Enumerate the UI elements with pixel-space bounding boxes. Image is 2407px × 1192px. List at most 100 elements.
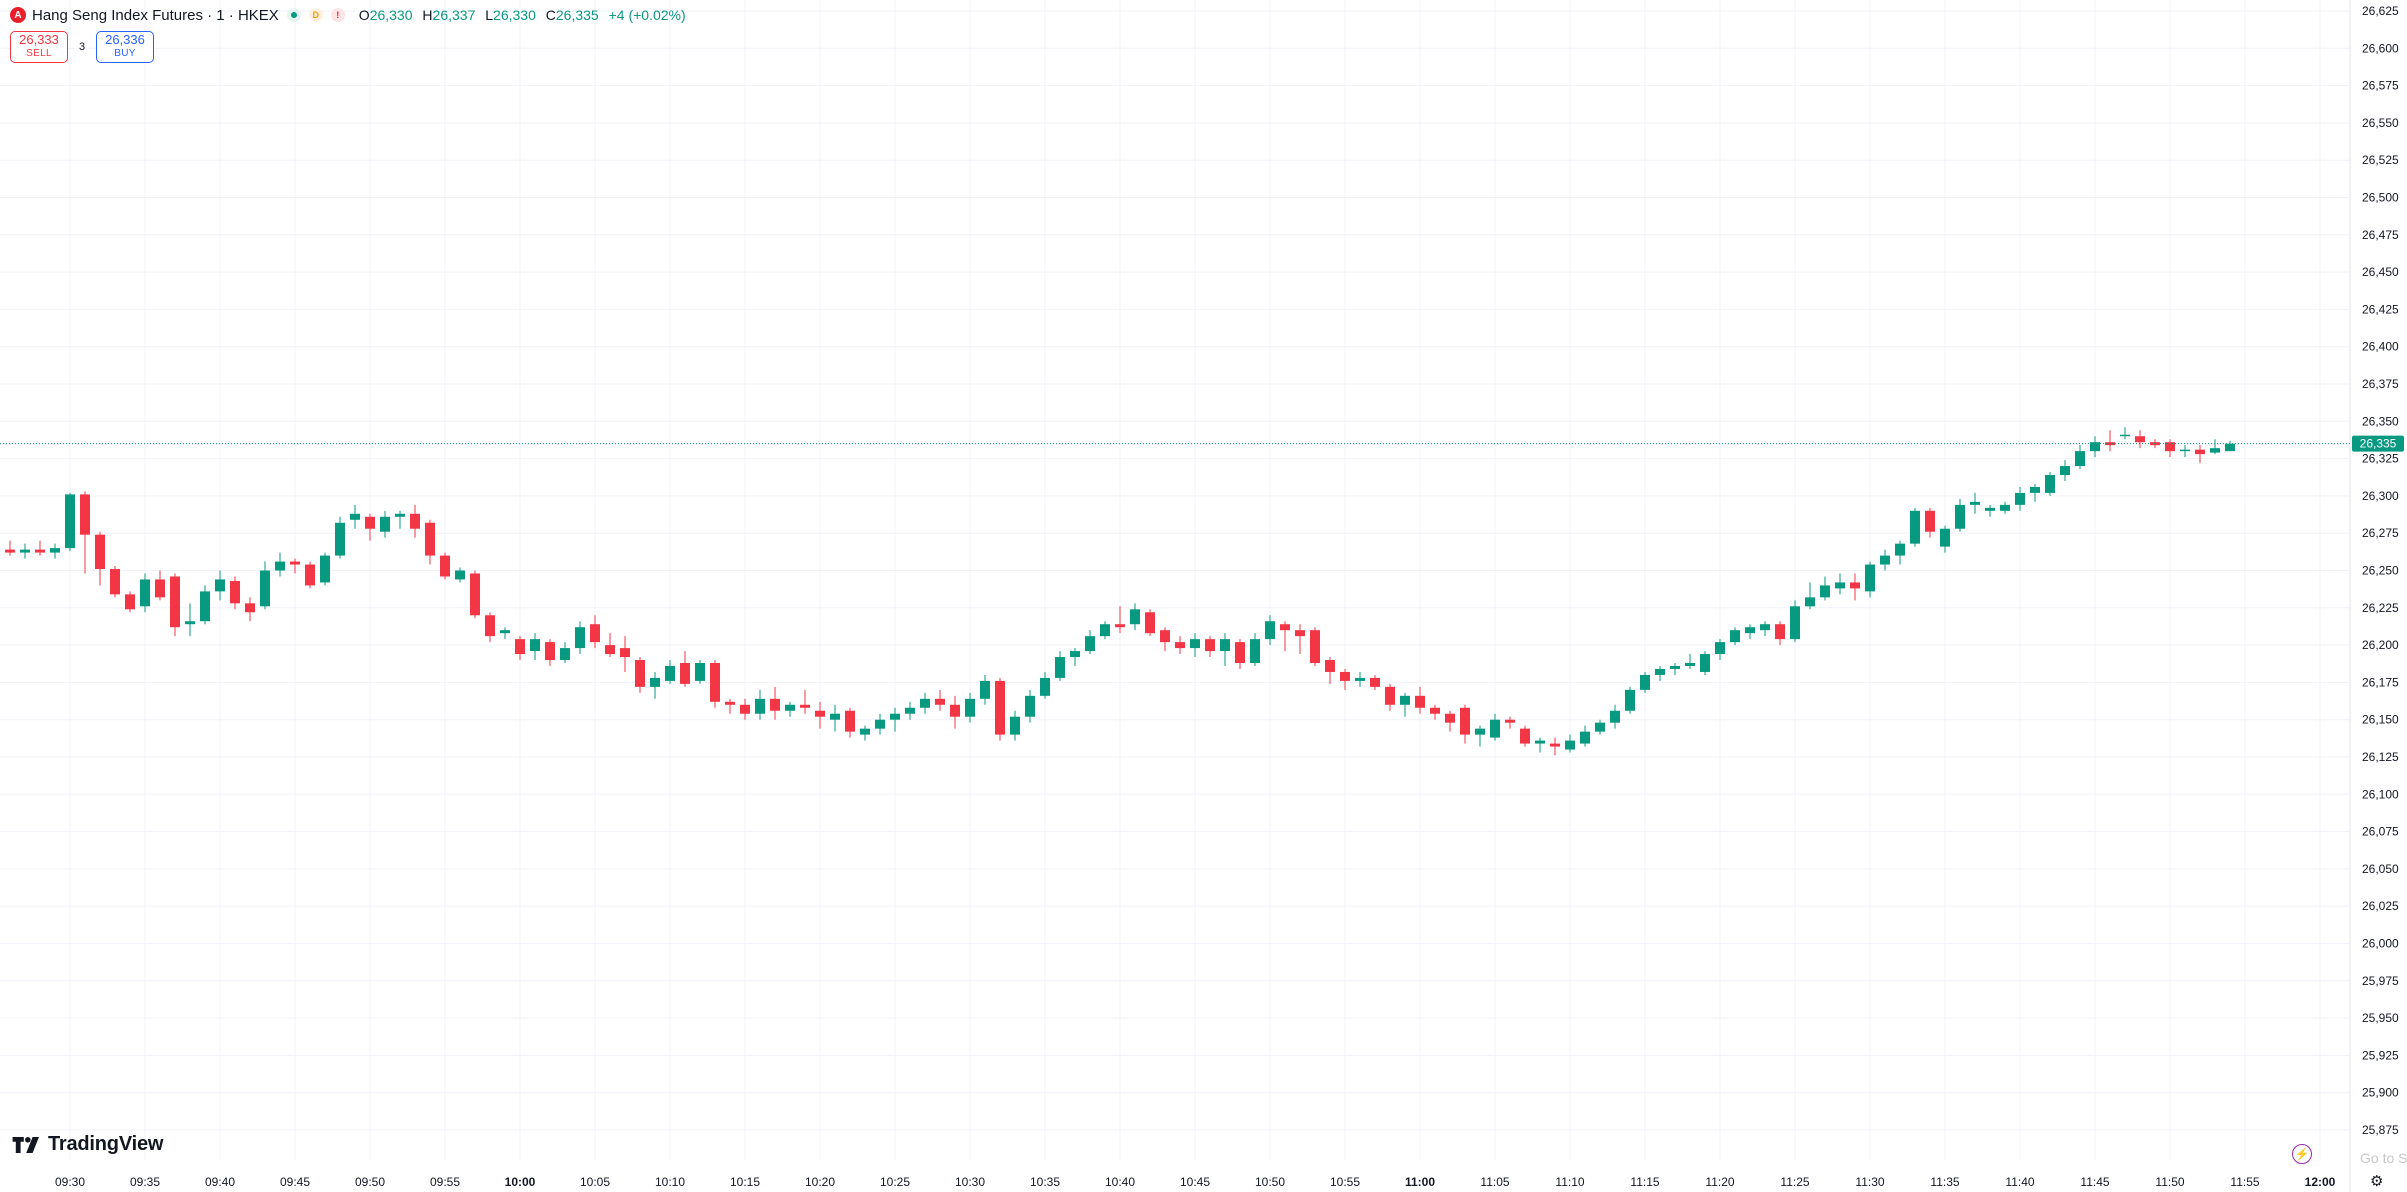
- time-tick-label: 09:35: [130, 1175, 160, 1189]
- time-tick-label: 10:40: [1105, 1175, 1135, 1189]
- candle-body: [1700, 654, 1710, 672]
- candle: [935, 689, 945, 711]
- candle-body: [380, 516, 390, 532]
- candle-body: [785, 704, 795, 711]
- candle-body: [2015, 492, 2025, 505]
- delayed-data-icon[interactable]: D: [308, 8, 323, 22]
- candle: [365, 513, 375, 541]
- price-tick-label: 26,475: [2362, 228, 2399, 242]
- candle: [2135, 430, 2145, 449]
- candle-body: [1940, 528, 1950, 547]
- candle-body: [1955, 504, 1965, 529]
- sell-button[interactable]: 26,333 SELL: [10, 31, 68, 63]
- candle-body: [845, 710, 855, 732]
- candle: [1400, 692, 1410, 717]
- candle-body: [1175, 642, 1185, 649]
- candle: [1145, 609, 1155, 637]
- candle-body: [1340, 671, 1350, 681]
- candle: [155, 570, 165, 601]
- candle-body: [35, 549, 45, 553]
- candle: [1160, 627, 1170, 652]
- price-tick-label: 26,250: [2362, 564, 2399, 578]
- candle: [515, 636, 525, 661]
- candle: [545, 639, 555, 666]
- candle-body: [905, 707, 915, 714]
- candle: [830, 704, 840, 732]
- candle-body: [1835, 582, 1845, 589]
- candle: [485, 612, 495, 643]
- candle: [2075, 445, 2085, 470]
- candle: [215, 570, 225, 601]
- symbol-title[interactable]: Hang Seng Index Futures · 1 · HKEX: [32, 6, 279, 24]
- candle-body: [2120, 434, 2130, 437]
- time-tick-label: 09:50: [355, 1175, 385, 1189]
- lightning-icon[interactable]: ⚡: [2292, 1144, 2312, 1164]
- time-tick-label: 09:55: [430, 1175, 460, 1189]
- candle: [2000, 501, 2010, 514]
- price-axis[interactable]: 26,625 26,600 26,575 26,550 26,525 26,500 26,4…: [2362, 4, 2399, 1137]
- gear-icon[interactable]: ⚙: [2370, 1173, 2384, 1190]
- market-open-icon[interactable]: [286, 8, 301, 22]
- candle: [260, 561, 270, 610]
- time-tick-label: 11:30: [1855, 1175, 1884, 1189]
- buy-button[interactable]: 26,336 BUY: [96, 31, 154, 63]
- candle: [2060, 460, 2070, 481]
- close-value: 26,335: [555, 7, 599, 23]
- time-tick-label: 12:00: [2305, 1175, 2336, 1189]
- candle: [2225, 440, 2235, 452]
- candle: [2180, 445, 2190, 458]
- candle-body: [125, 594, 135, 610]
- candle-body: [1475, 728, 1485, 735]
- candle-body: [725, 701, 735, 705]
- exchange-badge: A: [10, 7, 26, 23]
- candle: [1715, 639, 1725, 661]
- candle-body: [1265, 621, 1275, 640]
- go-to-link[interactable]: Go to S: [2360, 1150, 2407, 1166]
- candle: [1550, 737, 1560, 756]
- candle: [680, 651, 690, 687]
- candle-body: [620, 648, 630, 658]
- candle: [1325, 657, 1335, 684]
- tradingview-logo[interactable]: TradingView: [12, 1133, 163, 1156]
- price-tick-label: 26,375: [2362, 377, 2399, 391]
- candle-body: [320, 555, 330, 583]
- candle: [1640, 671, 1650, 693]
- time-axis[interactable]: 09:30 09:35 09:40 09:45 09:50 09:55 10:00 10:05…: [55, 1175, 2336, 1189]
- candle: [845, 707, 855, 738]
- candle: [50, 543, 60, 559]
- warning-icon[interactable]: !: [330, 8, 345, 22]
- time-tick-label: 10:30: [955, 1175, 985, 1189]
- time-tick-label: 11:05: [1480, 1175, 1509, 1189]
- candle: [1880, 549, 1890, 571]
- candle: [5, 540, 15, 556]
- candle: [800, 689, 810, 714]
- candle-body: [1880, 555, 1890, 565]
- candle: [1775, 621, 1785, 646]
- last-price-tag: [2352, 435, 2404, 452]
- candle: [1985, 504, 1995, 517]
- candle-body: [395, 513, 405, 517]
- candle: [1865, 561, 1875, 598]
- candle: [1970, 492, 1980, 514]
- price-tick-label: 25,950: [2362, 1011, 2399, 1025]
- candle-body: [1775, 624, 1785, 640]
- candle: [440, 552, 450, 580]
- price-tick-label: 26,025: [2362, 899, 2399, 913]
- candle-body: [530, 639, 540, 652]
- candle-body: [50, 548, 60, 553]
- candle-body: [1040, 677, 1050, 696]
- candle: [1610, 704, 1620, 729]
- candle-body: [695, 663, 705, 681]
- candle: [1430, 704, 1440, 720]
- candle-body: [710, 663, 720, 702]
- candle-body: [950, 704, 960, 717]
- candle: [500, 627, 510, 640]
- price-tick-label: 26,200: [2362, 638, 2399, 652]
- candle-body: [665, 665, 675, 681]
- candle: [65, 492, 75, 552]
- time-tick-label: 11:55: [2230, 1175, 2259, 1189]
- candle: [185, 603, 195, 637]
- candle: [2165, 439, 2175, 458]
- candle: [1520, 725, 1530, 747]
